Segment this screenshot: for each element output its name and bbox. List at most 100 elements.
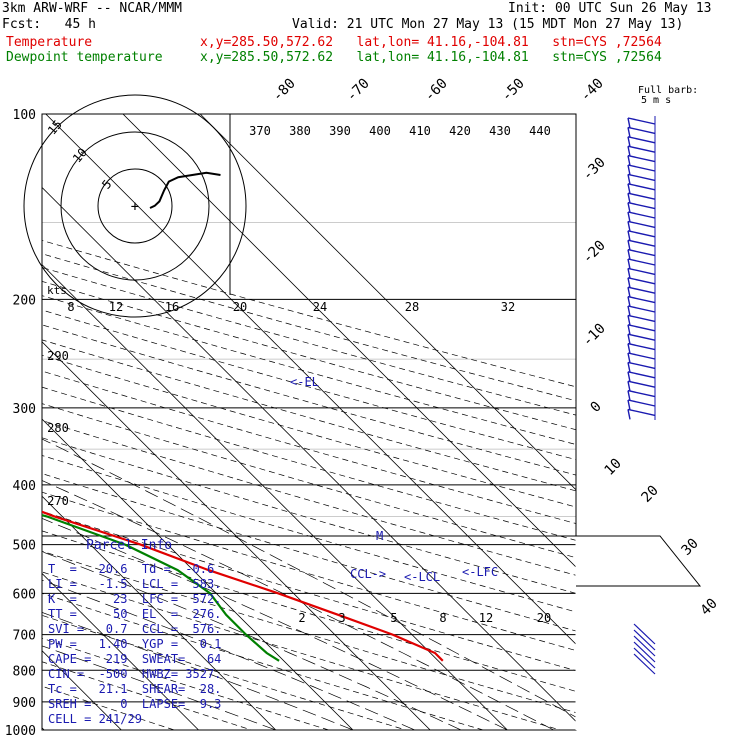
wind-barb-flag [627, 174, 631, 185]
wind-barb [627, 164, 656, 172]
mixing-ratio-label: 24 [313, 300, 327, 314]
isotherm-line [42, 186, 576, 722]
wind-barb-flag [627, 399, 631, 411]
isotherm-label: -70 [344, 76, 373, 105]
moist-adiabat [42, 612, 354, 730]
parcel-row: T = 20.6 Td = -0.6 [48, 562, 215, 576]
wind-barb [627, 258, 656, 266]
wind-barb-flag [627, 287, 631, 298]
wind-barb [633, 623, 656, 645]
wind-barb [627, 352, 656, 360]
parcel-row: TT = 50 EL = 276. [48, 607, 222, 621]
isotherm-line [42, 572, 199, 730]
pressure-tick-label: 1000 [5, 724, 36, 739]
wind-barb [627, 173, 656, 182]
wind-barb [627, 220, 656, 229]
parcel-row: Tc = 21.1 SHEAR= 28. [48, 682, 222, 696]
wind-barb-flag [627, 277, 631, 288]
wind-barb-flag [627, 221, 631, 232]
wind-barbs: Full barb:5 m s [627, 85, 698, 675]
isotherm-label: -60 [422, 76, 451, 105]
wind-barb-flag [627, 127, 631, 138]
theta-e-label: 280 [47, 421, 69, 435]
mixing-ratio-label: 16 [165, 300, 179, 314]
mixing-ratio-label: 20 [233, 300, 247, 314]
wind-barb [627, 389, 656, 398]
parcel-info-title: Parcel Info [86, 538, 173, 553]
parcel-row: SVI = 0.7 CCL = 576. [48, 622, 222, 636]
wind-barb-flag [627, 371, 631, 382]
isotherm-label: -20 [580, 238, 609, 267]
wind-barb-flag [627, 381, 631, 392]
moist-adiabat [42, 518, 508, 730]
mixing-ratio-label: 8 [439, 611, 446, 625]
mixing-ratio-label: 12 [109, 300, 123, 314]
chart-frame [41, 113, 702, 731]
model-title: 3km ARW-WRF -- NCAR/MMM [2, 1, 183, 16]
init-time: Init: 00 UTC Sun 26 May 13 [508, 1, 712, 16]
wind-barb-flag [627, 164, 631, 176]
moist-adiabat [42, 438, 576, 718]
wind-barb [627, 333, 656, 341]
wind-barb-flag [627, 362, 631, 373]
wind-barb [627, 314, 656, 323]
isotherm-label: -10 [580, 321, 609, 350]
wind-barb-flag [627, 249, 631, 260]
wind-barb-flag [627, 155, 631, 166]
wind-barb [627, 192, 656, 200]
isotherm-label: 20 [639, 483, 662, 506]
pressure-tick-label: 400 [13, 479, 36, 494]
theta-label: 380 [289, 124, 311, 138]
temperature-curve [42, 510, 444, 662]
isotherm-label: 0 [588, 399, 605, 416]
wind-barb [627, 342, 656, 351]
pressure-tick-label: 700 [13, 629, 36, 644]
wind-barb [627, 145, 656, 153]
wind-barb [633, 653, 656, 675]
parcel-row: CAPE = 219 SWEAT= 64 [48, 652, 222, 666]
mixing-ratio-label: 2 [298, 611, 305, 625]
el-annotation: <-EL [290, 375, 319, 389]
hodograph-kts-label: kts [47, 284, 67, 297]
hodograph-ring-label: 15 [45, 117, 65, 137]
wind-barb [627, 183, 656, 191]
pressure-tick-label: 600 [13, 587, 36, 602]
valid-time: Valid: 21 UTC Mon 27 May 13 (15 MDT Mon … [292, 17, 684, 32]
parcel-row: LI = -1.5 LCL = 583. [48, 577, 222, 591]
theta-label: 400 [369, 124, 391, 138]
isotherm-label: -40 [578, 76, 607, 105]
isotherm-label: 10 [602, 456, 625, 479]
pressure-tick-label: 500 [13, 539, 36, 554]
wind-barb [627, 248, 656, 257]
chart-grid [42, 114, 576, 730]
hodograph-trace [149, 171, 221, 209]
pressure-tick-label: 200 [13, 293, 36, 308]
wind-barb-flag [627, 258, 631, 270]
theta-e-label: 270 [47, 494, 69, 508]
wind-barb [633, 629, 656, 651]
wind-barb-flag [627, 193, 631, 204]
temperature-legend: Temperature [6, 35, 93, 50]
moist-adiabat [42, 551, 462, 730]
theta-label: 370 [249, 124, 271, 138]
moist-adiabat [42, 579, 415, 730]
barb-legend-units: 5 m s [641, 95, 671, 106]
chart-header: 3km ARW-WRF -- NCAR/MMM Init: 00 UTC Sun… [0, 0, 740, 66]
mixing-ratio-label: 3 [338, 611, 345, 625]
pressure-tick-label: 300 [13, 402, 36, 417]
theta-label: 440 [529, 124, 551, 138]
isotherm-label: 30 [679, 536, 702, 559]
wind-barb-flag [627, 136, 631, 147]
theta-label: 410 [409, 124, 431, 138]
wind-barb [627, 371, 656, 379]
wind-barb-flag [627, 296, 631, 307]
parcel-row: PW = 1.40 YGP = 0.1 [48, 637, 222, 651]
wind-barb [633, 635, 656, 657]
isotherm-label: -80 [270, 76, 299, 105]
wind-barb [627, 286, 656, 294]
isotherm-line [42, 495, 277, 730]
hodograph-ring [23, 94, 247, 318]
mixing-ratio-label: 12 [479, 611, 493, 625]
wind-barb [627, 201, 656, 210]
wind-barb [627, 380, 656, 388]
